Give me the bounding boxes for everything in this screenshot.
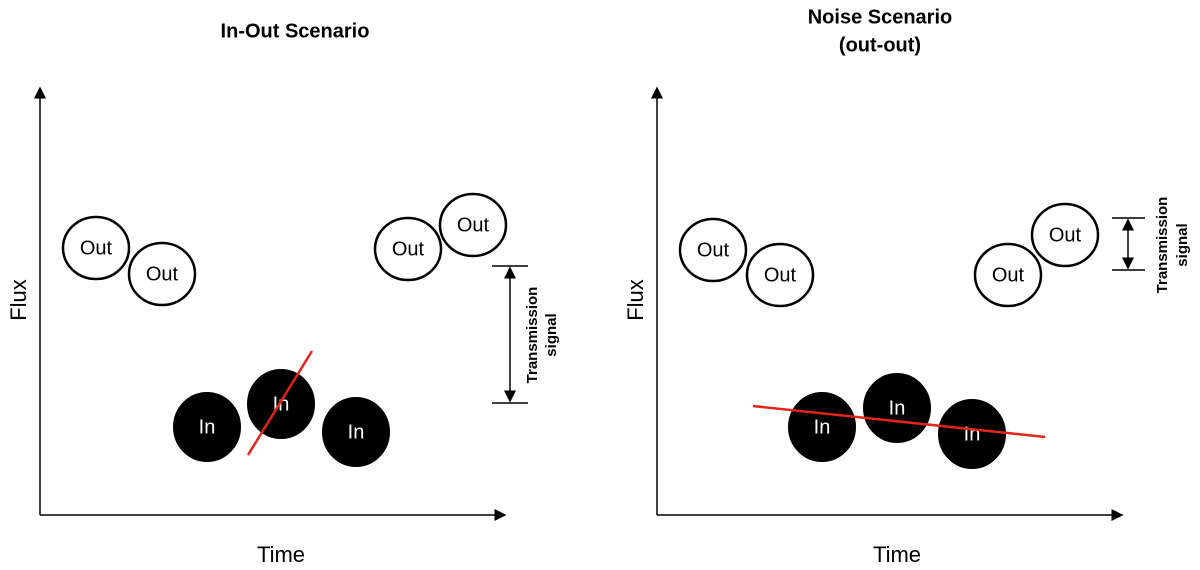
node-label: In <box>814 416 831 438</box>
y-axis-label: Flux <box>6 279 31 321</box>
panel-noise: Noise Scenario (out-out) Flux Time Out O… <box>623 6 1191 567</box>
out-circle <box>973 242 1043 308</box>
out-circle <box>127 241 197 307</box>
in-circle <box>788 392 856 462</box>
panel-title: In-Out Scenario <box>221 20 370 42</box>
node-label: Out <box>80 237 113 259</box>
node-label: Out <box>1049 224 1082 246</box>
panel-title: (out-out) <box>839 34 921 56</box>
node-label: Out <box>992 264 1025 286</box>
in-circle <box>322 397 390 467</box>
out-circle <box>745 242 815 308</box>
out-circle <box>373 216 443 282</box>
fit-line <box>246 350 314 456</box>
x-axis-label: Time <box>873 542 921 567</box>
out-circle <box>678 217 748 283</box>
panel-title: Noise Scenario <box>808 6 953 28</box>
node-label: In <box>889 397 906 419</box>
annotation: signal <box>543 313 560 356</box>
annotation: Transmission <box>524 287 541 384</box>
out-circle <box>438 192 508 258</box>
node-label: In <box>348 421 365 443</box>
node-label: In <box>964 423 981 445</box>
out-circle <box>61 215 131 281</box>
panel-in-out: In-Out Scenario Flux Time Out Out Out Ou… <box>6 20 560 567</box>
node-label: Out <box>457 214 490 236</box>
fit-line <box>752 404 1046 439</box>
node-label: In <box>199 416 216 438</box>
in-circle <box>173 392 241 462</box>
y-axis-label: Flux <box>623 279 648 321</box>
annotation: signal <box>1174 223 1191 266</box>
node-label: Out <box>764 264 797 286</box>
x-axis-label: Time <box>257 542 305 567</box>
node-label: Out <box>146 263 179 285</box>
in-circle <box>247 369 315 439</box>
out-circle <box>1030 202 1100 268</box>
node-label: Out <box>392 238 425 260</box>
node-label: Out <box>697 239 730 261</box>
in-circle <box>863 373 931 443</box>
annotation: Transmission <box>1154 197 1171 294</box>
